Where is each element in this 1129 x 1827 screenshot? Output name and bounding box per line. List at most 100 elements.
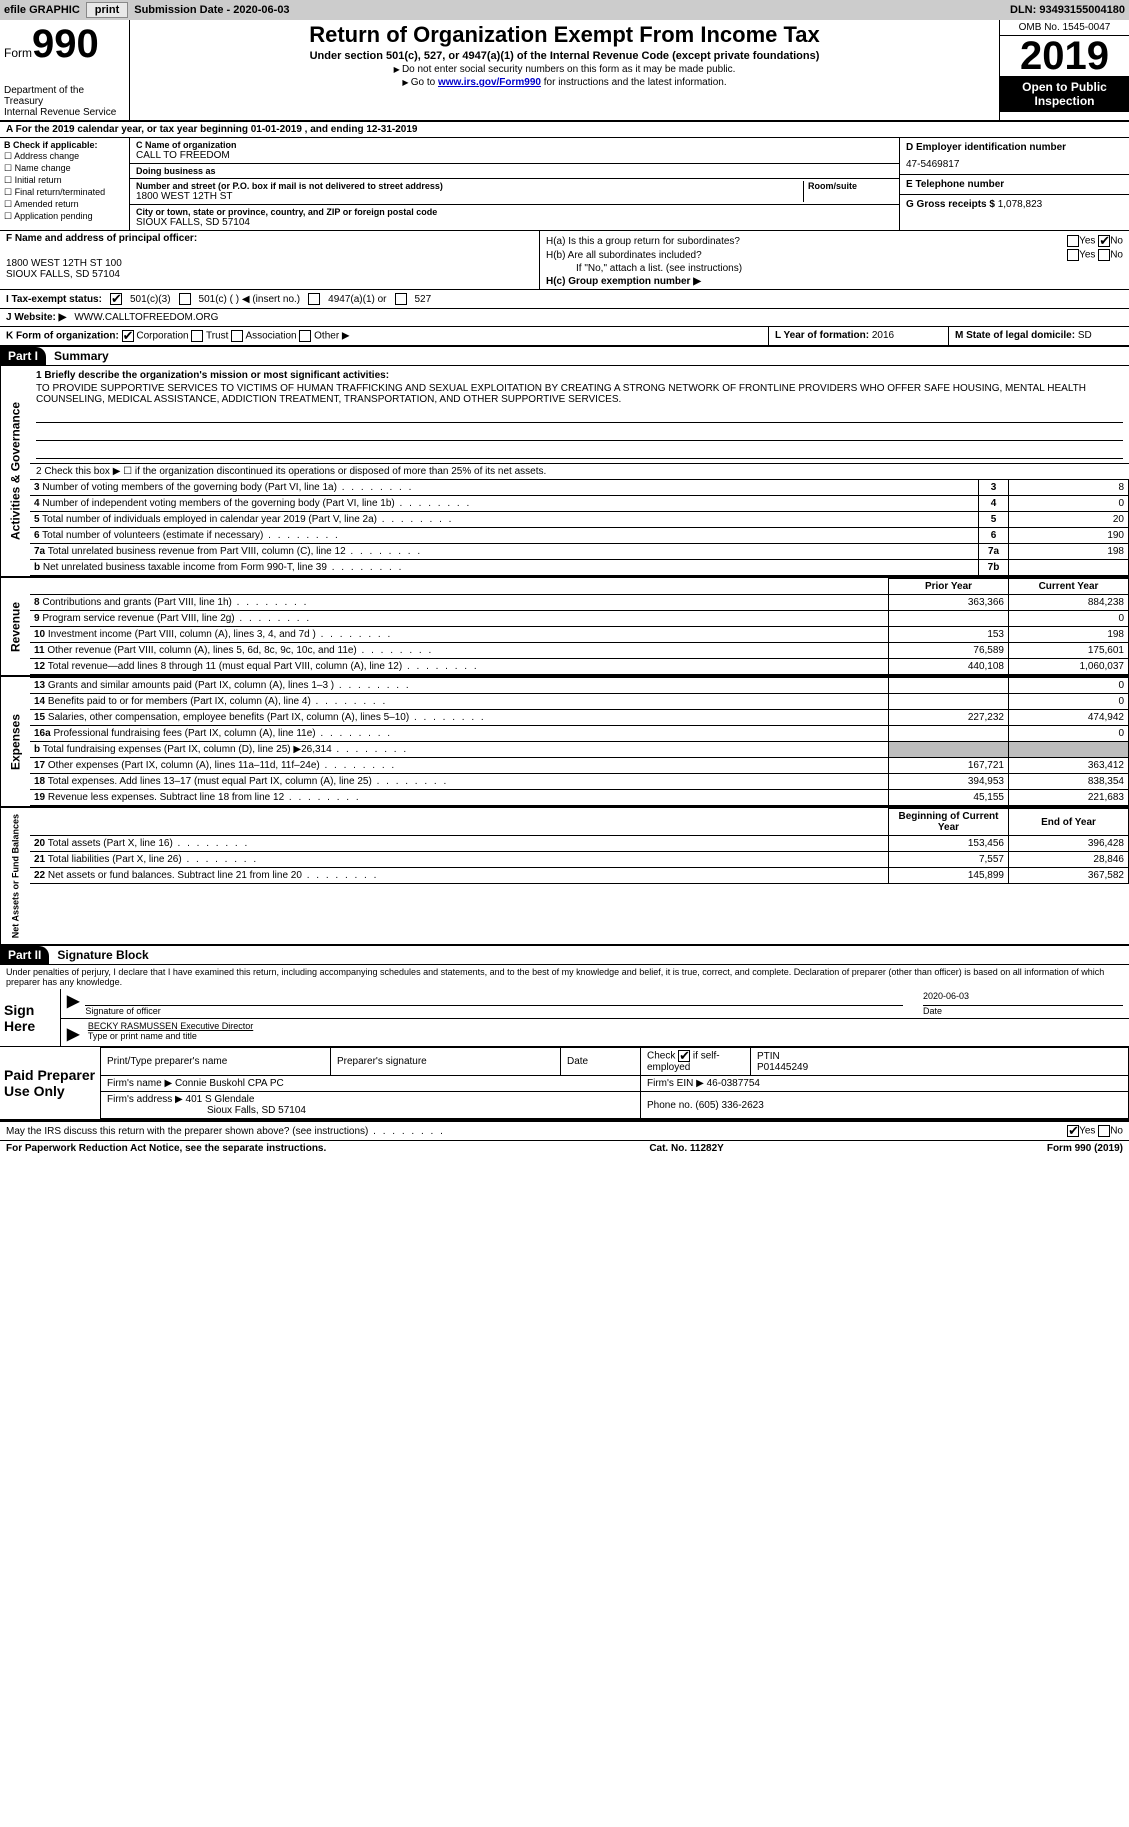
line-desc: 4 Number of independent voting members o… bbox=[30, 496, 979, 512]
current-year-value bbox=[1009, 742, 1129, 758]
address-change-label: Address change bbox=[14, 151, 79, 161]
prior-year-value bbox=[889, 726, 1009, 742]
org-name-cell: C Name of organization CALL TO FREEDOM bbox=[130, 138, 899, 164]
officer-label: F Name and address of principal officer: bbox=[6, 233, 533, 244]
line-desc: 19 Revenue less expenses. Subtract line … bbox=[30, 790, 889, 806]
box-f: F Name and address of principal officer:… bbox=[0, 231, 540, 289]
sign-here-row: Sign Here ▶ Signature of officer 2020-06… bbox=[0, 989, 1129, 1047]
chk-assoc[interactable] bbox=[231, 330, 243, 342]
part-i-tag: Part I bbox=[0, 347, 46, 365]
subdate-label: Submission Date - bbox=[134, 4, 233, 16]
chk-name-change[interactable]: ☐ Name change bbox=[4, 163, 125, 174]
ha-label: H(a) Is this a group return for subordin… bbox=[546, 236, 740, 247]
chk-address-change[interactable]: ☐ Address change bbox=[4, 151, 125, 162]
app-pending-label: Application pending bbox=[14, 211, 93, 221]
org-name-label: C Name of organization bbox=[136, 140, 893, 150]
firm-ein-value: 46-0387754 bbox=[707, 1078, 760, 1089]
line-desc: 20 Total assets (Part X, line 16) bbox=[30, 836, 889, 852]
line-num: 3 bbox=[979, 480, 1009, 496]
phone-label: E Telephone number bbox=[906, 179, 1123, 190]
hb-yes-checkbox[interactable] bbox=[1067, 249, 1079, 261]
chk-amended-return[interactable]: ☐ Amended return bbox=[4, 199, 125, 210]
table-row: 18 Total expenses. Add lines 13–17 (must… bbox=[30, 774, 1129, 790]
chk-527[interactable] bbox=[395, 293, 407, 305]
ha-yes-checkbox[interactable] bbox=[1067, 235, 1079, 247]
row-j-website: J Website: ▶ WWW.CALLTOFREEDOM.ORG bbox=[0, 309, 1129, 327]
501c3-label: 501(c)(3) bbox=[130, 294, 171, 305]
domicile-label: M State of legal domicile: bbox=[955, 330, 1078, 341]
sig-officer-line: ▶ Signature of officer 2020-06-03 Date bbox=[61, 989, 1129, 1019]
row-f-h: F Name and address of principal officer:… bbox=[0, 231, 1129, 290]
sig-date-label: Date bbox=[923, 1005, 1123, 1016]
print-button[interactable]: print bbox=[86, 2, 128, 18]
tax-year: 2019 bbox=[1000, 36, 1129, 76]
chk-corp[interactable] bbox=[122, 330, 134, 342]
row-k: K Form of organization: Corporation Trus… bbox=[0, 327, 769, 345]
section-revenue: Revenue Prior Year Current Year 8 Contri… bbox=[0, 578, 1129, 677]
note-ssn: Do not enter social security numbers on … bbox=[136, 64, 993, 75]
ptin-label: PTIN bbox=[757, 1051, 1122, 1062]
other-label: Other ▶ bbox=[314, 331, 349, 342]
side-revenue: Revenue bbox=[0, 578, 30, 675]
firm-addr1: 401 S Glendale bbox=[186, 1094, 255, 1105]
firm-ein-cell: Firm's EIN ▶ 46-0387754 bbox=[641, 1076, 1129, 1092]
chk-trust[interactable] bbox=[191, 330, 203, 342]
website-value: WWW.CALLTOFREEDOM.ORG bbox=[74, 312, 218, 323]
prior-year-value: 76,589 bbox=[889, 643, 1009, 659]
row-k-l-m: K Form of organization: Corporation Trus… bbox=[0, 327, 1129, 347]
current-year-value: 28,846 bbox=[1009, 852, 1129, 868]
blank-line bbox=[36, 427, 1123, 441]
hc-label: H(c) Group exemption number ▶ bbox=[546, 276, 1123, 287]
gross-label: G Gross receipts $ bbox=[906, 199, 995, 210]
chk-initial-return[interactable]: ☐ Initial return bbox=[4, 175, 125, 186]
city-cell: City or town, state or province, country… bbox=[130, 205, 899, 230]
form-subtitle: Under section 501(c), 527, or 4947(a)(1)… bbox=[136, 50, 993, 62]
irs-link[interactable]: www.irs.gov/Form990 bbox=[438, 77, 541, 88]
hb-no-checkbox[interactable] bbox=[1098, 249, 1110, 261]
top-bar: efile GRAPHIC print Submission Date - 20… bbox=[0, 0, 1129, 20]
sig-name-line: ▶ BECKY RASMUSSEN Executive Director Typ… bbox=[61, 1019, 1129, 1046]
table-row: 20 Total assets (Part X, line 16)153,456… bbox=[30, 836, 1129, 852]
firm-phone-value: (605) 336-2623 bbox=[695, 1100, 763, 1111]
ptin-cell: PTIN P01445249 bbox=[751, 1048, 1129, 1076]
ha-question: H(a) Is this a group return for subordin… bbox=[546, 235, 1123, 247]
org-name: CALL TO FREEDOM bbox=[136, 150, 893, 161]
line-desc: 6 Total number of volunteers (estimate i… bbox=[30, 528, 979, 544]
mayirs-yes-checkbox[interactable] bbox=[1067, 1125, 1079, 1137]
chk-app-pending[interactable]: ☐ Application pending bbox=[4, 211, 125, 222]
address-cell: Number and street (or P.O. box if mail i… bbox=[130, 179, 899, 205]
may-irs-discuss: May the IRS discuss this return with the… bbox=[0, 1121, 1129, 1140]
chk-501c[interactable] bbox=[179, 293, 191, 305]
caret-icon: ▶ bbox=[67, 1026, 79, 1043]
line-desc: 7a Total unrelated business revenue from… bbox=[30, 544, 979, 560]
eoy-hdr: End of Year bbox=[1009, 809, 1129, 836]
line-desc: 8 Contributions and grants (Part VIII, l… bbox=[30, 595, 889, 611]
sign-here-label: Sign Here bbox=[0, 989, 60, 1046]
firm-phone-label: Phone no. bbox=[647, 1100, 693, 1111]
chk-other[interactable] bbox=[299, 330, 311, 342]
current-year-value: 221,683 bbox=[1009, 790, 1129, 806]
chk-4947[interactable] bbox=[308, 293, 320, 305]
mayirs-no-checkbox[interactable] bbox=[1098, 1125, 1110, 1137]
line-desc: b Net unrelated business taxable income … bbox=[30, 560, 979, 576]
hb-question: H(b) Are all subordinates included? Yes … bbox=[546, 249, 1123, 261]
ha-yes-label: Yes bbox=[1079, 236, 1095, 247]
line-desc: 18 Total expenses. Add lines 13–17 (must… bbox=[30, 774, 889, 790]
chk-self-employed[interactable] bbox=[678, 1050, 690, 1062]
side-activities: Activities & Governance bbox=[0, 366, 30, 576]
name-change-label: Name change bbox=[15, 163, 71, 173]
ha-no-checkbox[interactable] bbox=[1098, 235, 1110, 247]
goto-label: Go to bbox=[402, 77, 438, 88]
table-row: 3 Number of voting members of the govern… bbox=[30, 480, 1129, 496]
line-desc: 15 Salaries, other compensation, employe… bbox=[30, 710, 889, 726]
table-row: 8 Contributions and grants (Part VIII, l… bbox=[30, 595, 1129, 611]
line-value: 8 bbox=[1009, 480, 1129, 496]
domicile-value: SD bbox=[1078, 330, 1092, 341]
form-990: 990 bbox=[32, 22, 99, 66]
chk-final-return[interactable]: ☐ Final return/terminated bbox=[4, 187, 125, 198]
prep-sig-hdr: Preparer's signature bbox=[331, 1048, 561, 1076]
side-expenses: Expenses bbox=[0, 677, 30, 806]
preparer-table: Print/Type preparer's name Preparer's si… bbox=[100, 1047, 1129, 1119]
chk-501c3[interactable] bbox=[110, 293, 122, 305]
q2-discontinued: 2 Check this box ▶ ☐ if the organization… bbox=[30, 464, 1129, 479]
